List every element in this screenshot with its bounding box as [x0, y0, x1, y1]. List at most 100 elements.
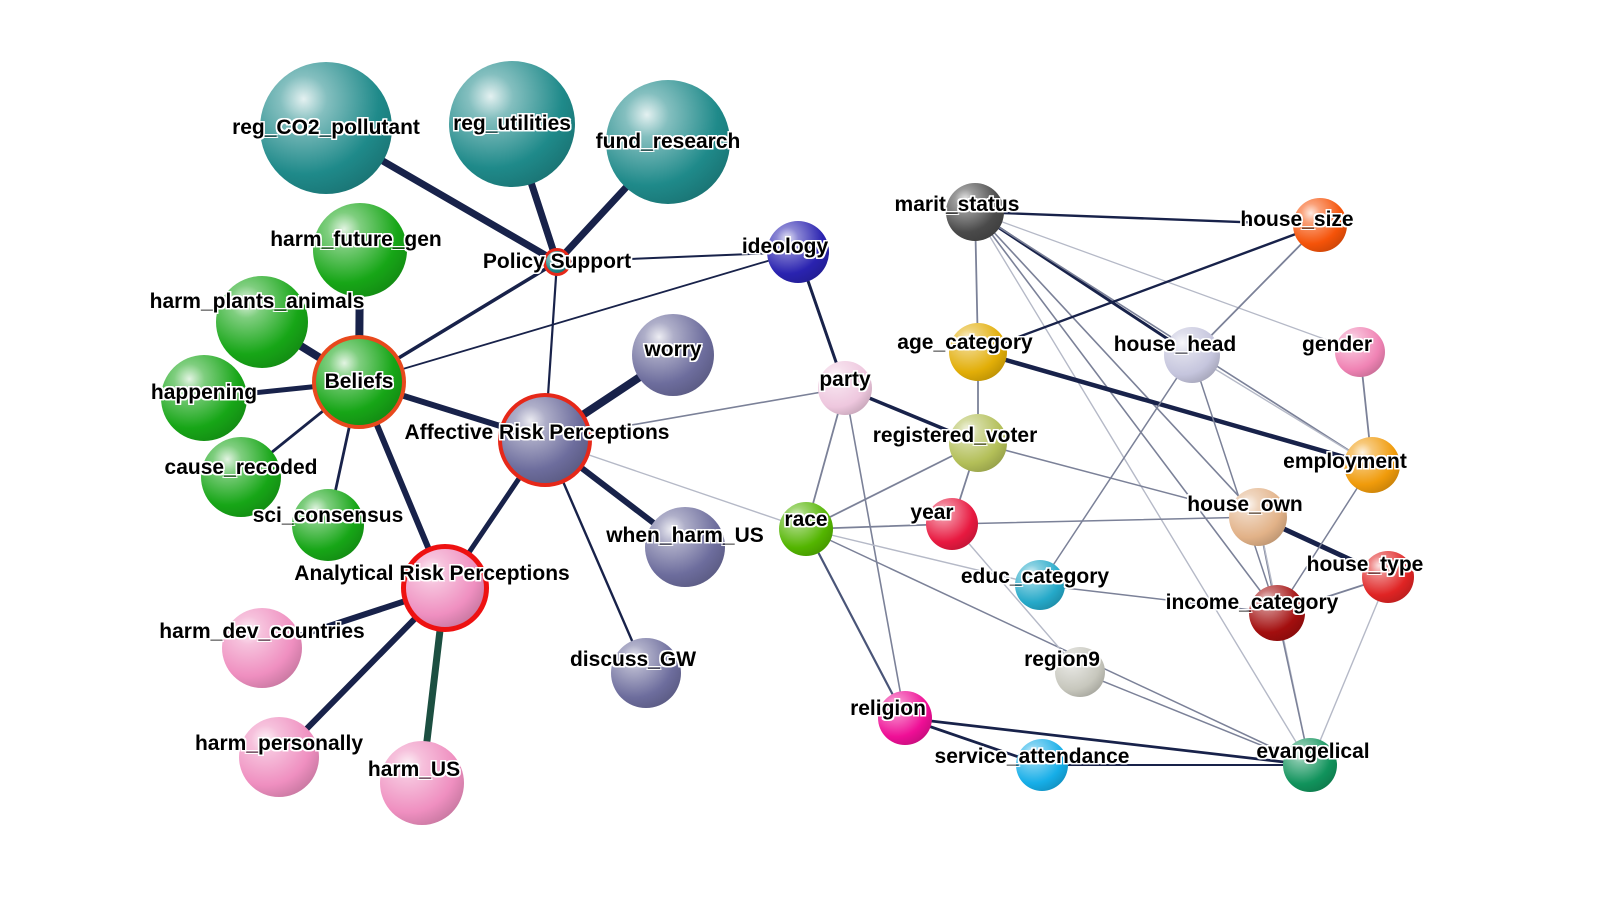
node-label-beliefs: Beliefs	[324, 370, 394, 393]
node-label-policy_support: Policy Support	[482, 250, 632, 273]
node-label-fund_research: fund_research	[595, 130, 741, 153]
node-marit_status[interactable]	[946, 183, 1004, 241]
edge-beliefs-ideology	[358, 251, 799, 383]
node-label-party: party	[819, 368, 871, 391]
node-fund_research[interactable]	[606, 80, 730, 204]
edge-race-educ_category	[805, 528, 1041, 586]
node-reg_CO2_pollutant[interactable]	[260, 62, 392, 194]
node-label-educ_category: educ_category	[960, 565, 1110, 588]
node-house_size[interactable]	[1293, 198, 1347, 252]
node-label-region9: region9	[1024, 648, 1100, 671]
node-label-registered_voter: registered_voter	[872, 424, 1038, 447]
edge-affective-party	[544, 387, 846, 441]
node-label-discuss_GW: discuss_GW	[569, 648, 697, 671]
node-reg_utilities[interactable]	[449, 61, 575, 187]
node-label-religion: religion	[850, 697, 926, 720]
node-harm_plants_animals[interactable]	[216, 276, 308, 368]
node-label-harm_dev_countries: harm_dev_countries	[159, 620, 365, 643]
node-house_type[interactable]	[1362, 551, 1414, 603]
node-happening[interactable]	[161, 355, 247, 441]
node-harm_US[interactable]	[380, 741, 464, 825]
node-registered_voter[interactable]	[949, 414, 1007, 472]
node-label-harm_plants_animals: harm_plants_animals	[149, 290, 365, 313]
node-label-harm_US: harm_US	[367, 758, 461, 781]
edge-registered_voter-race	[805, 442, 979, 530]
node-cause_recoded[interactable]	[201, 437, 281, 517]
node-sci_consensus[interactable]	[292, 489, 364, 561]
node-educ_category[interactable]	[1015, 560, 1065, 610]
node-label-analytical: Analytical Risk Perceptions	[294, 562, 570, 585]
node-ideology[interactable]	[767, 221, 829, 283]
node-label-sci_consensus: sci_consensus	[252, 504, 404, 527]
node-label-cause_recoded: cause_recoded	[164, 456, 318, 479]
edge-house_head-income_category	[1191, 354, 1278, 614]
edge-race-religion	[804, 527, 907, 720]
node-harm_personally[interactable]	[239, 717, 319, 797]
node-label-evangelical: evangelical	[1256, 740, 1370, 763]
node-label-income_category: income_category	[1165, 591, 1339, 614]
node-gender[interactable]	[1335, 327, 1385, 377]
edge-year-house_own	[951, 516, 1259, 525]
node-policy_support[interactable]	[543, 248, 571, 276]
node-label-harm_personally: harm_personally	[194, 732, 364, 755]
node-house_own[interactable]	[1229, 488, 1287, 546]
node-region9[interactable]	[1055, 647, 1105, 697]
node-affective[interactable]	[498, 393, 592, 487]
edge-religion-evangelical	[903, 716, 1312, 767]
node-when_harm_US[interactable]	[645, 507, 725, 587]
node-label-happening: happening	[150, 381, 258, 404]
node-label-employment: employment	[1283, 450, 1407, 473]
node-label-gender: gender	[1301, 333, 1373, 356]
node-employment[interactable]	[1344, 437, 1400, 493]
edge-registered_voter-house_own	[977, 442, 1259, 518]
edge-house_head-employment	[1191, 354, 1373, 466]
edge-age_category-house_size	[976, 223, 1322, 354]
node-age_category[interactable]	[949, 323, 1007, 381]
node-discuss_GW[interactable]	[611, 638, 681, 708]
edge-region9-evangelical	[1079, 671, 1311, 766]
edge-evangelical-house_type	[1309, 576, 1389, 766]
node-worry[interactable]	[632, 314, 714, 396]
edge-party-religion	[844, 387, 906, 719]
edge-age_category-employment	[975, 349, 1375, 468]
edge-policy_support-ideology	[556, 251, 799, 263]
node-party[interactable]	[818, 361, 872, 415]
node-label-ideology: ideology	[741, 235, 829, 258]
edge-region9-year	[951, 523, 1081, 673]
edge-marit_status-house_size	[973, 210, 1322, 227]
node-label-when_harm_US: when_harm_US	[606, 524, 764, 547]
node-label-service_attendance: service_attendance	[934, 745, 1130, 768]
node-label-reg_utilities: reg_utilities	[453, 112, 571, 135]
edge-income_category-employment	[1276, 464, 1373, 614]
edge-marit_status-evangelical	[974, 211, 1311, 766]
node-religion[interactable]	[878, 691, 932, 745]
node-label-race: race	[784, 508, 828, 531]
node-label-worry: worry	[644, 338, 702, 361]
node-label-harm_future_gen: harm_future_gen	[270, 228, 442, 251]
edge-educ_category-house_head	[1039, 354, 1193, 586]
node-harm_dev_countries[interactable]	[222, 608, 302, 688]
node-year[interactable]	[926, 498, 978, 550]
node-service_attendance[interactable]	[1016, 739, 1068, 791]
node-beliefs[interactable]	[312, 335, 406, 429]
node-label-house_type: house_type	[1306, 553, 1424, 576]
node-label-house_head: house_head	[1113, 333, 1237, 356]
node-race[interactable]	[779, 502, 833, 556]
node-evangelical[interactable]	[1283, 738, 1337, 792]
node-label-house_own: house_own	[1187, 493, 1303, 516]
node-analytical[interactable]	[401, 544, 489, 632]
edge-marit_status-income_category	[974, 211, 1278, 614]
node-label-year: year	[910, 501, 954, 524]
node-label-age_category: age_category	[897, 331, 1033, 354]
node-label-affective: Affective Risk Perceptions	[404, 421, 670, 444]
edge-marit_status-house_own	[974, 211, 1259, 518]
node-house_head[interactable]	[1164, 327, 1220, 383]
node-label-reg_CO2_pollutant: reg_CO2_pollutant	[232, 116, 420, 139]
edge-house_size-house_head	[1191, 224, 1321, 356]
node-income_category[interactable]	[1249, 585, 1305, 641]
edge-educ_category-income_category	[1039, 584, 1278, 614]
node-harm_future_gen[interactable]	[313, 203, 407, 297]
node-label-marit_status: marit_status	[894, 193, 1020, 216]
node-label-house_size: house_size	[1240, 208, 1354, 231]
